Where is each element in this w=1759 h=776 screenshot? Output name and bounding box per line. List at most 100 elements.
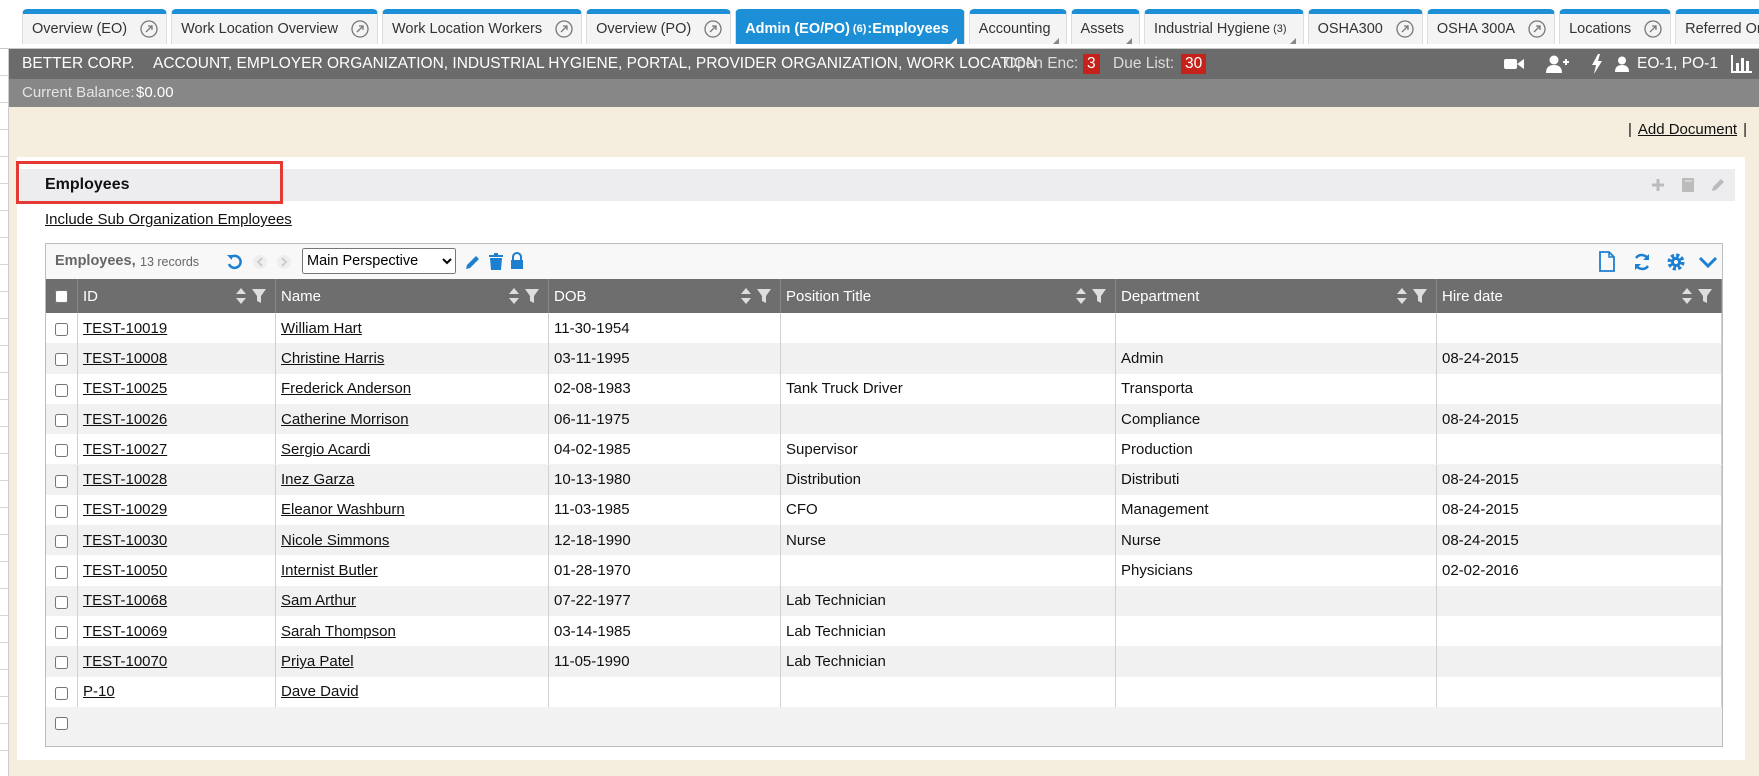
employee-name-link[interactable]: Sarah Thompson — [281, 622, 396, 640]
add-user-icon[interactable] — [1545, 54, 1569, 74]
tab[interactable]: Locations — [1559, 9, 1672, 44]
column-header[interactable]: Position Title — [781, 279, 1116, 313]
column-header[interactable]: Hire date — [1437, 279, 1722, 313]
sort-icon[interactable] — [1396, 287, 1408, 305]
menu-corner-icon[interactable] — [1126, 24, 1133, 44]
select-all-checkbox[interactable] — [55, 289, 68, 303]
row-checkbox[interactable] — [55, 656, 68, 670]
tab[interactable]: Industrial Hygiene (3) — [1144, 9, 1304, 44]
employee-id-link[interactable]: TEST-10028 — [83, 471, 168, 489]
due-list-badge[interactable]: 30 — [1181, 54, 1207, 74]
popout-icon[interactable] — [554, 19, 574, 39]
popout-icon[interactable] — [1395, 19, 1415, 39]
employee-name-link[interactable]: Dave David — [281, 683, 359, 701]
tab[interactable]: Overview (PO) — [586, 9, 732, 44]
employee-id-link[interactable]: TEST-10025 — [83, 380, 168, 398]
sort-icon[interactable] — [508, 287, 520, 305]
filter-icon[interactable] — [251, 288, 267, 304]
perspective-select[interactable]: Main Perspective — [302, 248, 456, 274]
employee-id-link[interactable]: TEST-10070 — [83, 652, 168, 670]
tab[interactable]: Work Location Overview — [171, 9, 378, 44]
sort-icon[interactable] — [1681, 287, 1693, 305]
employee-name-link[interactable]: Sergio Acardi — [281, 440, 371, 458]
row-checkbox[interactable] — [55, 504, 68, 518]
tab[interactable]: OSHA300 — [1307, 9, 1423, 44]
popout-icon[interactable] — [139, 19, 159, 39]
tab[interactable]: Referred Orders — [1675, 9, 1759, 44]
tab[interactable]: Overview (EO) — [22, 9, 168, 44]
bolt-icon[interactable] — [1591, 54, 1603, 74]
popout-icon[interactable] — [350, 19, 370, 39]
employee-name-link[interactable]: Priya Patel — [281, 652, 354, 670]
employee-name-link[interactable]: Frederick Anderson — [281, 380, 412, 398]
book-icon[interactable] — [1680, 177, 1696, 193]
tab[interactable]: OSHA 300A — [1426, 9, 1556, 44]
chart-icon[interactable] — [1731, 55, 1753, 73]
column-header[interactable]: DOB — [549, 279, 781, 313]
employee-id-link[interactable]: TEST-10050 — [83, 562, 168, 580]
reload-icon[interactable] — [1632, 252, 1652, 272]
filter-icon[interactable] — [756, 288, 772, 304]
prev-icon[interactable] — [252, 254, 268, 270]
tab[interactable]: Admin (EO/PO) (6):Employees — [735, 9, 965, 44]
employee-name-link[interactable]: Inez Garza — [281, 471, 355, 489]
column-header[interactable]: Department — [1116, 279, 1437, 313]
include-sub-org-link[interactable]: Include Sub Organization Employees — [45, 211, 292, 228]
employee-id-link[interactable]: TEST-10068 — [83, 592, 168, 610]
row-checkbox[interactable] — [55, 535, 68, 549]
employee-id-link[interactable]: TEST-10019 — [83, 319, 168, 337]
row-checkbox[interactable] — [55, 565, 68, 579]
column-header[interactable]: Name — [276, 279, 549, 313]
export-icon[interactable] — [1598, 251, 1616, 272]
filter-icon[interactable] — [1412, 288, 1428, 304]
row-checkbox[interactable] — [55, 717, 68, 731]
row-checkbox[interactable] — [55, 474, 68, 488]
filter-icon[interactable] — [524, 288, 540, 304]
menu-corner-icon[interactable] — [950, 24, 957, 44]
collapse-icon[interactable] — [1698, 254, 1718, 270]
delete-perspective-icon[interactable] — [488, 252, 504, 271]
user-icon[interactable] — [1615, 56, 1629, 72]
add-icon[interactable] — [1650, 177, 1666, 193]
employee-name-link[interactable]: Catherine Morrison — [281, 410, 409, 428]
popout-icon[interactable] — [1527, 19, 1547, 39]
tab[interactable]: Assets — [1070, 9, 1141, 44]
employee-name-link[interactable]: Eleanor Washburn — [281, 501, 405, 519]
employee-id-link[interactable]: TEST-10029 — [83, 501, 168, 519]
employee-id-link[interactable]: TEST-10069 — [83, 622, 168, 640]
employee-name-link[interactable]: Sam Arthur — [281, 592, 357, 610]
row-checkbox[interactable] — [55, 323, 68, 337]
refresh-view-icon[interactable] — [226, 253, 244, 271]
row-checkbox[interactable] — [55, 686, 68, 700]
employee-id-link[interactable]: TEST-10030 — [83, 531, 168, 549]
user-codes[interactable]: EO-1, PO-1 — [1637, 55, 1718, 72]
settings-icon[interactable] — [1666, 252, 1686, 272]
popout-icon[interactable] — [1643, 19, 1663, 39]
menu-corner-icon[interactable] — [1052, 24, 1059, 44]
row-checkbox[interactable] — [55, 626, 68, 640]
tab[interactable]: Accounting — [968, 9, 1067, 44]
popout-icon[interactable] — [703, 19, 723, 39]
add-document-link[interactable]: Add Document — [1637, 121, 1738, 138]
row-checkbox[interactable] — [55, 414, 68, 428]
sort-icon[interactable] — [1075, 287, 1087, 305]
employee-id-link[interactable]: TEST-10026 — [83, 410, 168, 428]
sort-icon[interactable] — [740, 287, 752, 305]
sort-icon[interactable] — [235, 287, 247, 305]
lock-icon[interactable] — [510, 252, 524, 270]
tab[interactable]: Work Location Workers — [381, 9, 583, 44]
edit-perspective-icon[interactable] — [464, 253, 482, 271]
filter-icon[interactable] — [1697, 288, 1713, 304]
video-icon[interactable] — [1503, 56, 1525, 72]
employee-id-link[interactable]: P-10 — [83, 683, 115, 701]
row-checkbox[interactable] — [55, 383, 68, 397]
row-checkbox[interactable] — [55, 444, 68, 458]
row-checkbox[interactable] — [55, 353, 68, 367]
employee-id-link[interactable]: TEST-10008 — [83, 349, 168, 367]
menu-corner-icon[interactable] — [1289, 24, 1296, 44]
employee-id-link[interactable]: TEST-10027 — [83, 440, 168, 458]
filter-icon[interactable] — [1091, 288, 1107, 304]
column-header[interactable]: ID — [78, 279, 276, 313]
employee-name-link[interactable]: William Hart — [281, 319, 362, 337]
employee-name-link[interactable]: Internist Butler — [281, 562, 378, 580]
